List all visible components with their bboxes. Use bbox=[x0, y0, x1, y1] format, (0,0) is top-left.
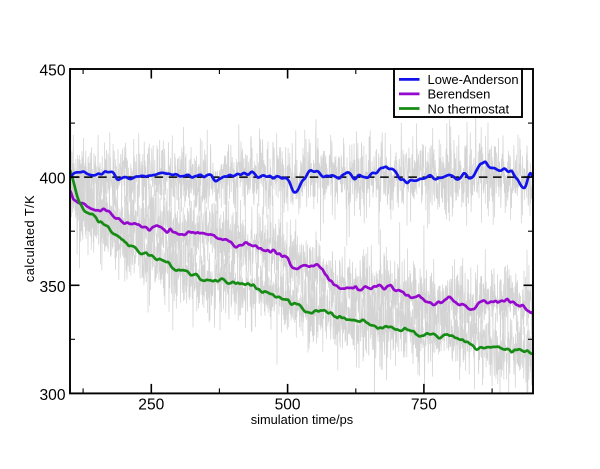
svg-text:450: 450 bbox=[39, 63, 65, 80]
svg-text:500: 500 bbox=[275, 396, 301, 413]
svg-text:300: 300 bbox=[39, 387, 65, 404]
svg-text:Lowe-Anderson: Lowe-Anderson bbox=[428, 72, 519, 87]
svg-text:No thermostat: No thermostat bbox=[428, 101, 510, 116]
svg-text:simulation time/ps: simulation time/ps bbox=[251, 412, 353, 427]
svg-text:Berendsen: Berendsen bbox=[428, 87, 491, 102]
svg-text:250: 250 bbox=[138, 396, 164, 413]
svg-text:350: 350 bbox=[39, 279, 65, 296]
svg-text:400: 400 bbox=[39, 171, 65, 188]
svg-text:750: 750 bbox=[411, 396, 437, 413]
svg-text:calculated T/K: calculated T/K bbox=[22, 195, 37, 282]
